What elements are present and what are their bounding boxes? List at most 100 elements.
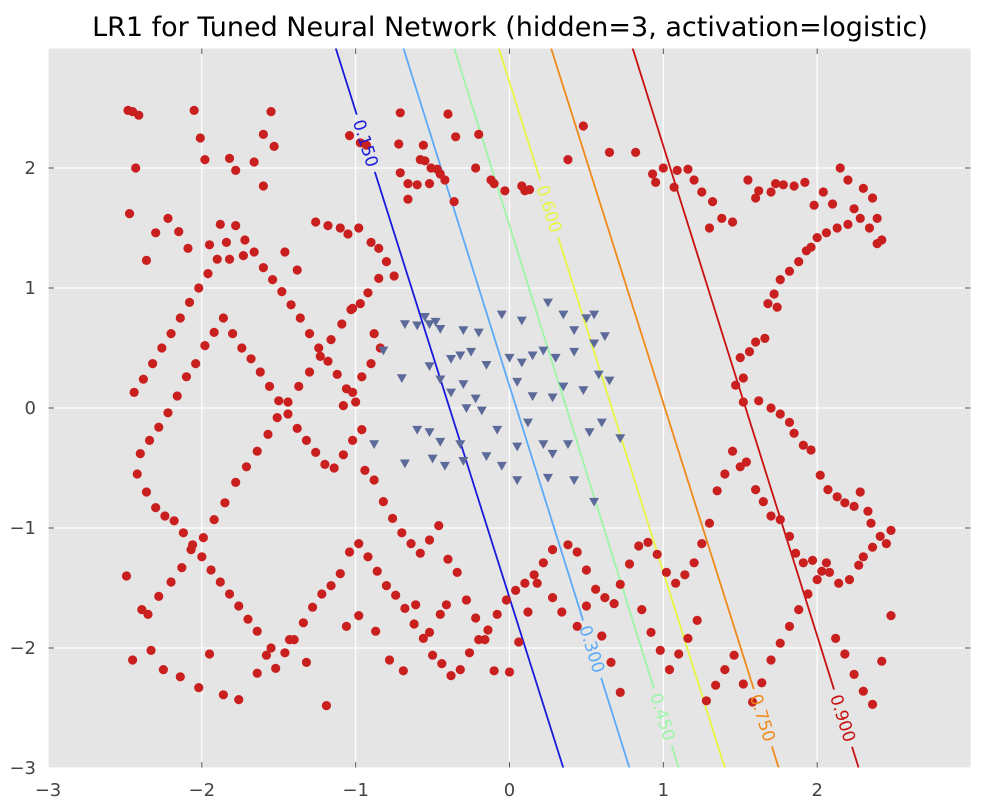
y-tick-labels: −3 −2 −1 0 1 2: [9, 158, 36, 779]
data-point-circle: [597, 631, 607, 641]
data-point-circle: [609, 599, 619, 609]
data-point-circle: [437, 659, 447, 669]
data-point-circle: [249, 247, 259, 257]
data-point-circle: [154, 422, 164, 432]
data-point-circle: [604, 147, 615, 157]
data-point-triangle: [615, 434, 626, 443]
data-point-circle: [158, 665, 168, 675]
data-point-circle: [729, 650, 739, 660]
data-point-circle: [849, 669, 859, 680]
x-tick-label: 0: [504, 780, 515, 801]
data-point-triangle: [512, 377, 523, 387]
data-point-circle: [843, 219, 853, 229]
data-point-circle: [258, 181, 268, 191]
data-point-triangle: [516, 316, 527, 326]
x-tick-label: −1: [342, 780, 369, 801]
data-point-circle: [409, 619, 419, 629]
data-point-circle: [504, 667, 515, 677]
data-point-circle: [547, 545, 558, 555]
data-point-circle: [757, 678, 767, 688]
data-point-circle: [384, 655, 395, 665]
data-point-circle: [789, 181, 799, 191]
data-point-circle: [280, 648, 290, 658]
data-point-circle: [163, 213, 173, 223]
data-point-circle: [286, 300, 296, 310]
data-point-triangle: [458, 326, 469, 335]
data-point-circle: [791, 548, 801, 558]
data-point-circle: [321, 701, 332, 711]
data-point-circle: [354, 611, 364, 621]
data-point-circle: [689, 175, 699, 185]
data-point-circle: [784, 531, 795, 542]
data-point-circle: [827, 199, 838, 209]
contour-line-0.750: [550, 47, 755, 690]
data-point-circle: [449, 197, 459, 207]
data-point-circle: [866, 518, 876, 528]
data-point-circle: [720, 665, 730, 675]
x-tick-label: 1: [658, 780, 669, 801]
data-point-circle: [751, 485, 761, 495]
data-point-triangle: [446, 388, 457, 398]
data-point-circle: [151, 503, 161, 513]
data-point-triangle: [466, 347, 477, 357]
data-point-circle: [258, 263, 268, 273]
data-point-circle: [200, 341, 210, 351]
data-point-circle: [326, 581, 336, 591]
data-point-circle: [600, 593, 610, 603]
data-point-circle: [231, 221, 241, 231]
data-point-circle: [615, 579, 625, 590]
data-point-triangle: [516, 358, 527, 368]
data-point-circle: [766, 511, 776, 521]
data-point-circle: [680, 570, 690, 580]
data-point-circle: [181, 372, 192, 382]
data-point-circle: [669, 182, 679, 192]
data-point-circle: [144, 435, 155, 445]
data-point-circle: [524, 185, 535, 195]
contour-line-0.150: [334, 47, 358, 115]
data-point-circle: [435, 609, 445, 620]
data-point-circle: [228, 329, 238, 339]
data-point-circle: [387, 513, 398, 524]
data-point-triangle: [412, 321, 423, 331]
data-point-circle: [186, 545, 196, 555]
data-point-triangle: [419, 313, 430, 322]
data-point-circle: [744, 347, 755, 357]
data-point-circle: [311, 217, 321, 227]
data-point-circle: [658, 163, 668, 173]
data-point-circle: [446, 671, 456, 681]
data-point-circle: [141, 487, 152, 497]
data-point-circle: [374, 243, 384, 253]
chart-title: LR1 for Tuned Neural Network (hidden=3, …: [92, 12, 928, 43]
data-point-triangle: [446, 355, 457, 364]
data-point-circle: [249, 157, 259, 167]
data-point-circle: [206, 565, 216, 575]
data-point-circle: [315, 351, 325, 361]
data-point-circle: [646, 627, 656, 638]
data-point-circle: [886, 611, 896, 621]
data-point-circle: [195, 133, 205, 143]
data-point-circle: [735, 353, 745, 363]
data-point-circle: [332, 369, 342, 379]
data-point-circle: [398, 666, 408, 676]
plot-frame: [47, 47, 972, 769]
data-point-circle: [411, 600, 421, 610]
data-point-triangle: [396, 374, 407, 383]
data-point-circle: [455, 665, 465, 675]
data-point-circle: [704, 518, 715, 528]
data-point-circle: [400, 603, 410, 614]
data-point-circle: [843, 175, 853, 185]
data-point-circle: [514, 637, 524, 647]
data-point-triangle: [547, 449, 558, 459]
data-point-triangle: [378, 346, 389, 356]
data-point-circle: [178, 528, 188, 538]
data-point-circle: [357, 425, 367, 435]
data-point-circle: [258, 129, 268, 139]
data-point-circle: [720, 469, 730, 479]
data-point-circle: [209, 515, 219, 525]
data-point-circle: [183, 243, 193, 253]
data-point-circle: [146, 645, 156, 656]
y-tick-label: 2: [25, 158, 36, 179]
data-point-triangle: [455, 440, 466, 449]
data-point-circle: [134, 110, 144, 120]
data-point-circle: [771, 179, 781, 189]
